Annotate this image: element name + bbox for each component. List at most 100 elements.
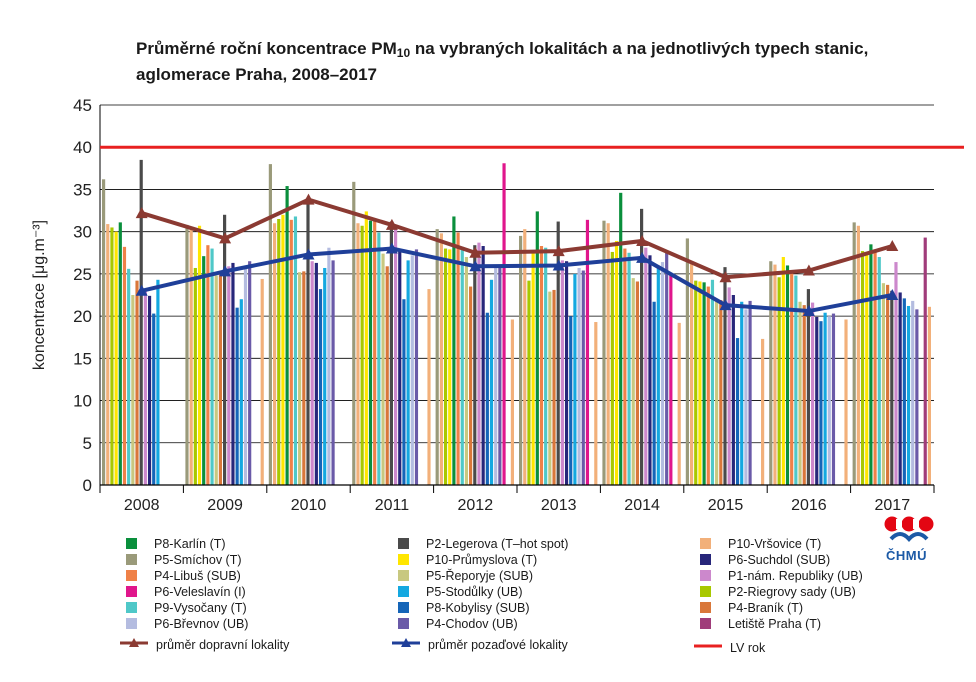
bar bbox=[623, 248, 627, 485]
x-tick-label: 2017 bbox=[875, 497, 911, 514]
bar bbox=[810, 302, 815, 485]
x-tick-label: 2008 bbox=[124, 497, 160, 514]
average-marker bbox=[385, 242, 398, 254]
bar bbox=[185, 224, 189, 485]
bar bbox=[694, 280, 698, 485]
bar bbox=[272, 223, 277, 485]
bar bbox=[352, 181, 356, 485]
bar bbox=[289, 219, 293, 485]
x-tick-label: 2013 bbox=[541, 497, 577, 514]
y-axis-label: koncentrace [μg.m⁻³] bbox=[31, 220, 48, 370]
bar bbox=[877, 257, 881, 485]
bar bbox=[197, 225, 202, 485]
bar bbox=[310, 261, 314, 485]
bar bbox=[452, 216, 456, 485]
bar bbox=[748, 300, 752, 485]
bar bbox=[610, 251, 614, 485]
bar bbox=[364, 211, 368, 485]
bar bbox=[443, 248, 448, 485]
average-marker bbox=[469, 260, 482, 272]
bar bbox=[556, 221, 560, 486]
bar bbox=[502, 163, 506, 485]
bar bbox=[890, 290, 894, 485]
bar bbox=[248, 261, 252, 485]
logo-wave bbox=[889, 532, 929, 542]
logo-dot-mid bbox=[901, 516, 917, 532]
bar bbox=[781, 257, 785, 485]
chart-title: Průměrné roční koncentrace PM10 na vybra… bbox=[136, 38, 956, 85]
bar bbox=[794, 275, 798, 485]
bar bbox=[147, 295, 152, 485]
average-marker bbox=[302, 248, 315, 260]
bar bbox=[223, 214, 227, 485]
logo-dot-right bbox=[918, 516, 934, 532]
bar bbox=[761, 338, 765, 485]
title-rest: na vybraných lokalitách a na jednotlivýc… bbox=[136, 39, 869, 84]
x-tick-label: 2016 bbox=[791, 497, 827, 514]
bar bbox=[552, 289, 556, 485]
average-marker bbox=[886, 240, 899, 252]
bar bbox=[114, 231, 118, 485]
bar bbox=[377, 232, 381, 485]
bar bbox=[381, 253, 385, 485]
bar bbox=[773, 264, 777, 485]
bar bbox=[665, 251, 669, 485]
bar bbox=[631, 278, 635, 485]
bar bbox=[439, 233, 443, 485]
bar bbox=[819, 321, 823, 485]
bar bbox=[585, 219, 590, 485]
bar bbox=[873, 249, 877, 485]
y-tick-label: 35 bbox=[73, 180, 92, 199]
bar bbox=[652, 301, 656, 485]
bar bbox=[860, 251, 865, 485]
logo-text: ČHMÚ bbox=[886, 548, 927, 563]
y-tick-label: 30 bbox=[73, 223, 92, 242]
y-tick-label: 0 bbox=[83, 476, 92, 495]
bar bbox=[648, 255, 652, 485]
bar bbox=[473, 245, 477, 485]
bar bbox=[602, 220, 606, 485]
bar bbox=[406, 260, 410, 485]
bar bbox=[744, 309, 748, 485]
bar bbox=[139, 159, 143, 485]
bar bbox=[435, 229, 439, 485]
bar bbox=[231, 262, 235, 485]
bar bbox=[731, 295, 735, 485]
bar bbox=[427, 289, 431, 485]
bar bbox=[193, 267, 197, 485]
average-marker bbox=[636, 234, 649, 246]
bar bbox=[331, 260, 335, 485]
bar bbox=[573, 273, 577, 485]
x-tick-label: 2009 bbox=[207, 497, 243, 514]
bar bbox=[911, 300, 915, 485]
bar bbox=[523, 229, 527, 485]
bar bbox=[927, 306, 931, 485]
bar bbox=[293, 216, 298, 485]
bar bbox=[802, 305, 806, 485]
bar bbox=[827, 316, 831, 485]
bar bbox=[227, 266, 231, 485]
bar bbox=[277, 219, 281, 485]
bar bbox=[494, 267, 498, 485]
bar bbox=[414, 249, 419, 485]
bar bbox=[856, 225, 860, 485]
bar bbox=[606, 223, 610, 485]
bar bbox=[806, 289, 810, 485]
bar bbox=[577, 267, 581, 485]
bar bbox=[923, 237, 927, 485]
y-tick-label: 20 bbox=[73, 307, 92, 326]
bar bbox=[152, 313, 156, 485]
bar bbox=[544, 247, 548, 485]
average-marker bbox=[219, 232, 232, 244]
bar bbox=[318, 289, 323, 485]
average-marker bbox=[552, 245, 565, 257]
logo-dot-left bbox=[884, 516, 900, 532]
bar bbox=[735, 338, 740, 485]
bar bbox=[202, 256, 206, 485]
x-tick-label: 2011 bbox=[375, 497, 410, 514]
bar bbox=[535, 211, 539, 485]
bar bbox=[689, 262, 694, 485]
bar bbox=[360, 225, 364, 485]
x-tick-label: 2015 bbox=[708, 497, 744, 514]
